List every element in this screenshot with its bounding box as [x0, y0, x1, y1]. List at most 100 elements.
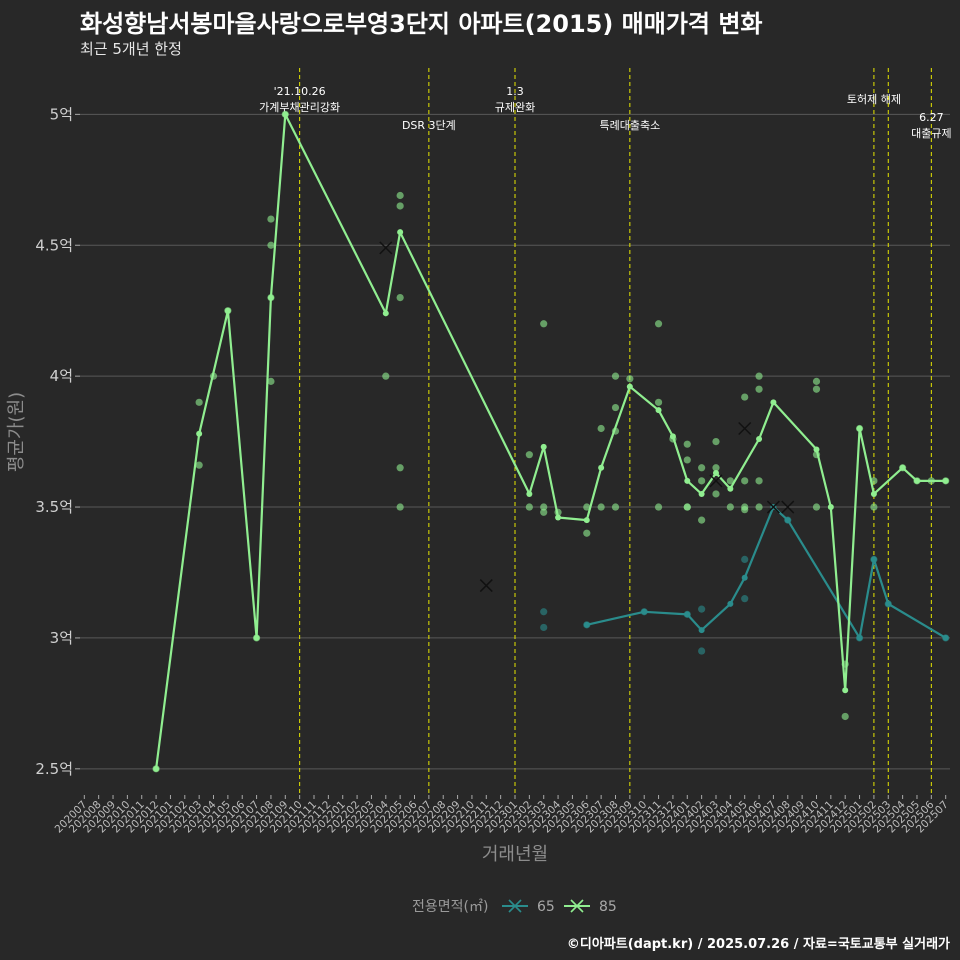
- scatter-point-85: [396, 294, 404, 302]
- event-label: 6.27: [919, 111, 944, 124]
- scatter-point-85: [683, 456, 691, 464]
- scatter-point-85: [396, 202, 404, 210]
- line-point-85: [655, 407, 662, 414]
- line-point-65: [870, 556, 877, 563]
- line-point-85: [598, 464, 605, 471]
- line-point-85: [583, 517, 590, 524]
- scatter-point-85: [597, 503, 605, 511]
- scatter-point-85: [812, 385, 821, 393]
- line-point-65: [885, 600, 892, 607]
- scatter-point-85: [712, 464, 720, 472]
- line-point-85: [870, 490, 877, 497]
- y-axis-ticks: 2.5억 3억 3.5억 4억 4.5억 5억: [35, 105, 80, 778]
- scatter-point-85: [583, 529, 591, 537]
- scatter-point-85: [698, 516, 706, 524]
- line-point-85: [813, 446, 820, 453]
- scatter-point-85: [683, 503, 691, 511]
- plot-area: [152, 110, 950, 773]
- scatter-point-65: [698, 605, 706, 613]
- cross-marker-65: [479, 579, 493, 593]
- event-label: 가계부채관리강화: [259, 101, 340, 114]
- line-point-65: [684, 611, 691, 618]
- line-point-85: [540, 443, 547, 450]
- line-point-85: [913, 477, 920, 484]
- scatter-point-85: [382, 372, 390, 380]
- line-point-85: [397, 229, 404, 236]
- line-point-65: [741, 574, 748, 581]
- y-tick-label: 4.5억: [35, 236, 73, 254]
- line-point-85: [382, 310, 389, 317]
- scatter-point-85: [540, 320, 548, 328]
- cross-marker-85: [766, 500, 780, 514]
- scatter-point-85: [741, 393, 749, 401]
- series-line-85: [155, 113, 946, 769]
- scatter-point-85: [611, 503, 620, 511]
- line-point-85: [942, 477, 949, 484]
- scatter-point-85: [267, 215, 275, 223]
- scatter-point-85: [812, 377, 821, 385]
- scatter-point-85: [611, 372, 620, 380]
- legend-title: 전용면적(㎡): [412, 899, 488, 915]
- line-point-85: [526, 490, 533, 497]
- scatter-point-85: [267, 241, 275, 249]
- scatter-point-85: [870, 503, 878, 511]
- scatter-point-85: [698, 477, 706, 485]
- x-axis-ticks: 2020072020082020092020102020112020122021…: [53, 795, 951, 835]
- scatter-point-85: [841, 712, 849, 721]
- scatter-point-85: [396, 464, 404, 472]
- legend-item-85: 85: [564, 899, 617, 915]
- line-point-85: [626, 383, 633, 390]
- scatter-point-85: [525, 451, 533, 459]
- y-tick-label: 3억: [50, 629, 73, 647]
- series-line-65: [586, 505, 947, 639]
- scatter-point-85: [755, 385, 763, 393]
- legend-cross-65: [508, 899, 522, 913]
- line-point-85: [282, 111, 289, 118]
- scatter-point-65: [540, 623, 548, 632]
- line-point-85: [727, 485, 734, 492]
- scatter-point-85: [611, 403, 620, 412]
- line-point-65: [641, 608, 648, 615]
- line-point-85: [684, 477, 691, 484]
- line-point-65: [698, 627, 705, 634]
- scatter-point-65: [741, 555, 749, 563]
- x-axis-title: 거래년월: [482, 844, 548, 865]
- scatter-point-85: [396, 191, 404, 200]
- scatter-point-85: [726, 477, 734, 485]
- scatter-point-85: [654, 503, 663, 511]
- line-point-85: [899, 464, 906, 471]
- source-caption: ©디아파트(dapt.kr) / 2025.07.26 / 자료=국토교통부 실…: [566, 937, 950, 952]
- y-tick-label: 2.5억: [35, 760, 73, 778]
- event-label: 1.3: [506, 85, 524, 98]
- scatter-point-85: [583, 503, 591, 511]
- line-point-65: [784, 517, 791, 524]
- scatter-point-85: [597, 424, 605, 433]
- event-label: 특례대출축소: [599, 119, 660, 132]
- chart-subtitle: 최근 5개년 한정: [80, 40, 182, 58]
- line-point-85: [827, 504, 834, 511]
- event-label: '21.10.26: [274, 85, 326, 98]
- line-point-85: [712, 470, 719, 477]
- line-point-85: [756, 435, 763, 442]
- line-point-85: [267, 294, 274, 301]
- event-label: 규제완화: [495, 101, 535, 114]
- cross-marker-85: [379, 241, 393, 255]
- event-label: DSR 3단계: [402, 119, 456, 132]
- scatter-point-85: [812, 503, 821, 511]
- scatter-point-85: [741, 477, 749, 485]
- y-tick-label: 3.5억: [35, 498, 73, 516]
- line-point-85: [842, 687, 849, 694]
- cross-marker-85: [781, 500, 795, 514]
- scatter-point-85: [712, 490, 720, 498]
- scatter-point-85: [525, 503, 533, 511]
- legend-item-65: 65: [502, 899, 555, 915]
- y-axis-title: 평균가(원): [6, 392, 27, 472]
- scatter-point-85: [726, 503, 734, 511]
- scatter-point-65: [698, 647, 706, 655]
- scatter-point-85: [195, 398, 203, 406]
- line-point-85: [555, 514, 562, 521]
- scatter-point-85: [755, 477, 763, 485]
- line-point-85: [669, 433, 676, 440]
- legend: 전용면적(㎡) 65 85: [412, 899, 617, 915]
- scatter-point-85: [195, 461, 203, 469]
